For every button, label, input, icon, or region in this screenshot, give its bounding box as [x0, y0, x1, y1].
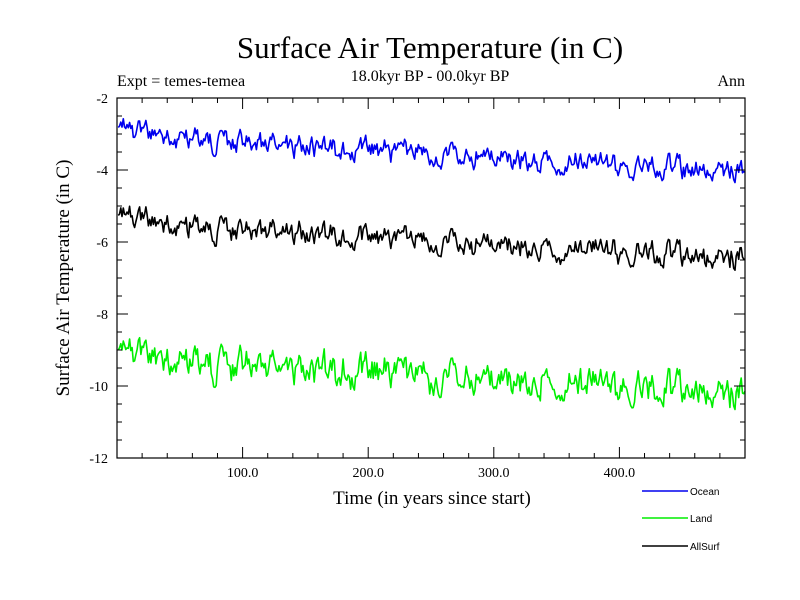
tick-layer: 100.0 200.0 300.0 400.0 -12 -10 -8 -6 -4 -2 [89, 92, 745, 481]
y-tick-label: -12 [89, 452, 108, 467]
x-tick-label: 200.0 [352, 466, 384, 481]
legend-label-land: Land [690, 514, 712, 525]
x-tick-label: 300.0 [478, 466, 510, 481]
plot-frame [116, 97, 746, 459]
legend: Ocean Land AllSurf [642, 487, 720, 553]
experiment-label: Expt = temes-temea [117, 73, 245, 90]
x-axis-label: Time (in years since start) [333, 488, 531, 509]
y-tick-label: -2 [96, 92, 108, 107]
legend-label-allsurf: AllSurf [690, 542, 720, 553]
chart-subtitle: 18.0kyr BP - 00.0kyr BP [351, 68, 510, 85]
series-layer [117, 118, 746, 411]
series-line-ocean [117, 118, 746, 184]
y-tick-label: -8 [96, 308, 108, 323]
series-line-allsurf [117, 205, 746, 272]
y-tick-label: -6 [96, 236, 108, 251]
legend-label-ocean: Ocean [690, 487, 719, 498]
chart-title: Surface Air Temperature (in C) [237, 30, 623, 65]
y-tick-label: -4 [96, 164, 108, 179]
x-tick-label: 100.0 [227, 466, 259, 481]
series-line-land [117, 336, 746, 411]
y-axis-label: Surface Air Temperature (in C) [53, 160, 74, 397]
y-tick-label: -10 [89, 380, 108, 395]
x-tick-label: 400.0 [604, 466, 636, 481]
period-label: Ann [717, 73, 745, 90]
